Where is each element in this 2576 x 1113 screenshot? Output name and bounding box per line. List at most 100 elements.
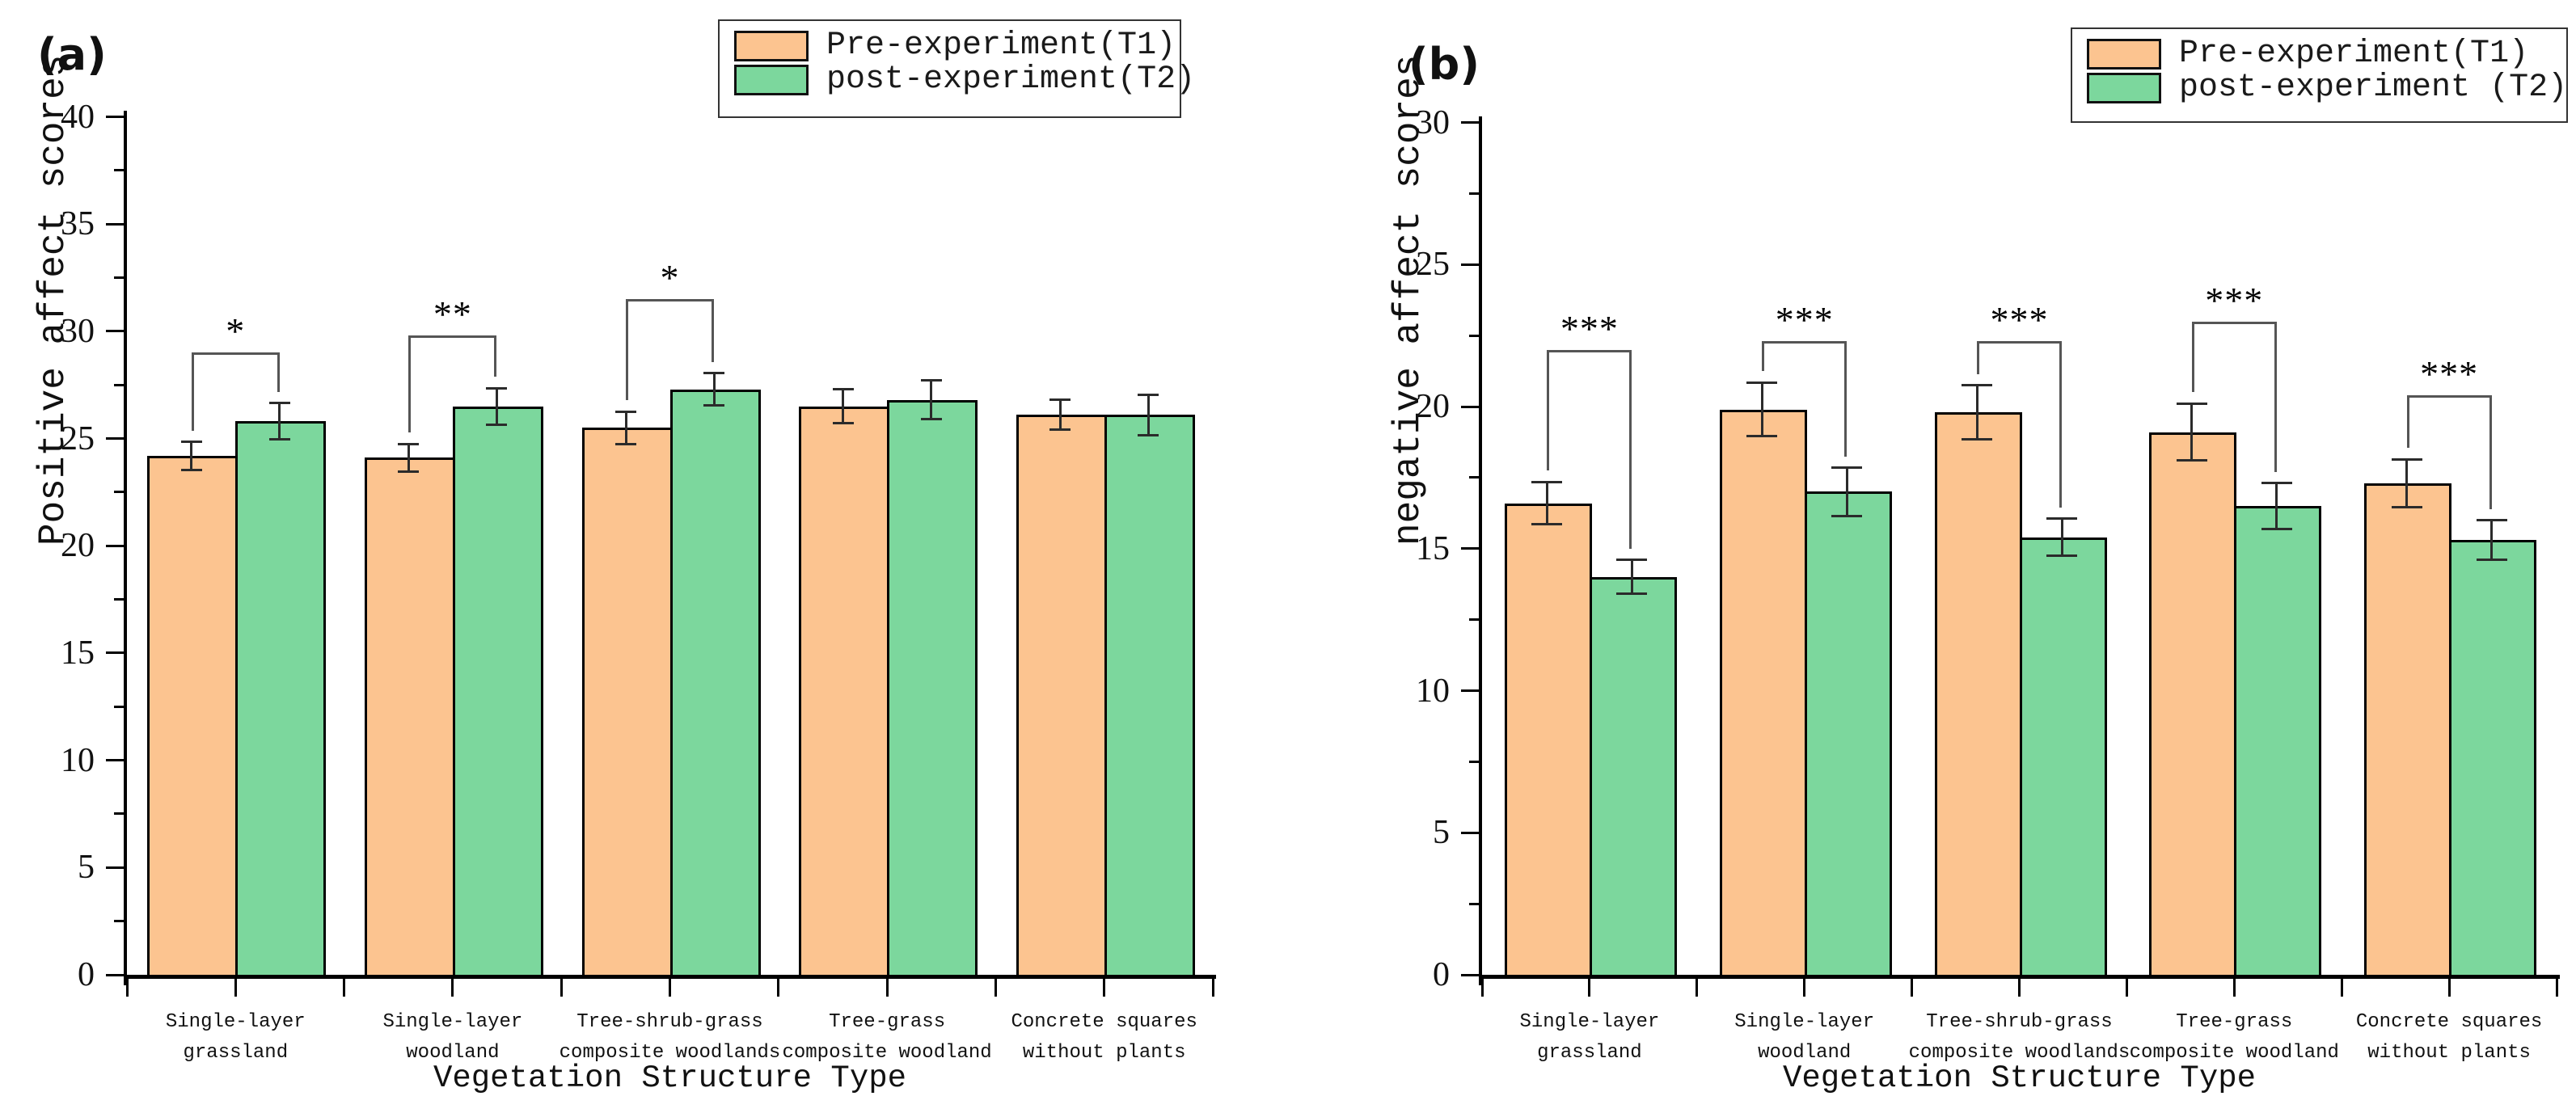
y-minor-tick — [114, 812, 124, 816]
x-axis-spine — [1479, 975, 2560, 979]
sig-bracket-top — [626, 299, 714, 302]
error-bar-line — [930, 380, 933, 419]
x-tick — [994, 979, 997, 997]
bar-pre-group2 — [1719, 409, 1807, 975]
error-bar-cap-top — [486, 386, 508, 390]
bar-post-group3 — [2019, 537, 2107, 975]
y-minor-tick — [114, 491, 124, 494]
sig-asterisks: ** — [433, 293, 472, 335]
panel-label-a: (a) — [37, 29, 107, 80]
error-bar-line — [1760, 382, 1763, 436]
sig-bracket-leg-right — [2274, 323, 2277, 472]
error-bar-cap-bottom — [1746, 435, 1778, 438]
sig-bracket-leg-left — [2406, 397, 2409, 449]
sig-bracket-top — [1977, 341, 2062, 344]
sig-bracket-top — [1547, 349, 1632, 352]
category-label: Concrete squares without plants — [1011, 1011, 1197, 1064]
y-tick-label: 5 — [78, 849, 95, 887]
bar-pre-group2 — [364, 457, 455, 975]
x-tick — [1480, 979, 1484, 997]
error-bar-line — [2405, 459, 2409, 508]
error-bar-cap-top — [1962, 384, 1992, 387]
x-tick — [451, 979, 454, 997]
y-minor-tick — [1469, 618, 1479, 622]
y-minor-tick — [114, 705, 124, 708]
category-label: Tree-grass composite woodland — [2129, 1011, 2339, 1064]
error-bar-cap-top — [2476, 519, 2507, 522]
sig-bracket-top — [2406, 394, 2492, 398]
sig-bracket-top — [408, 335, 497, 339]
error-bar-cap-top — [2176, 402, 2207, 405]
bar-pre-group3 — [581, 428, 673, 975]
category-label: Single-layer grassland — [165, 1011, 306, 1064]
sig-bracket-leg-right — [2489, 397, 2492, 509]
error-bar-cap-top — [2046, 517, 2077, 521]
error-bar-cap-bottom — [1138, 434, 1159, 437]
error-bar-line — [1058, 399, 1062, 430]
x-tick — [2125, 979, 2128, 997]
y-minor-tick — [114, 598, 124, 601]
y-tick — [1461, 547, 1479, 550]
sig-bracket-leg-right — [1844, 344, 1848, 457]
y-tick-label: 30 — [1416, 103, 1450, 141]
error-bar-cap-bottom — [398, 470, 420, 474]
x-tick — [669, 979, 671, 997]
bar-pre-group5 — [1016, 415, 1107, 975]
x-tick — [125, 979, 129, 997]
x-axis-title: Vegetation Structure Type — [433, 1060, 907, 1096]
y-minor-tick — [1469, 192, 1479, 195]
x-tick — [2232, 979, 2236, 997]
bar-pre-group1 — [147, 455, 239, 975]
bar-post-group1 — [1589, 576, 1677, 975]
error-bar-line — [2190, 403, 2194, 461]
y-minor-tick — [1469, 334, 1479, 337]
error-bar-cap-top — [1138, 393, 1159, 396]
error-bar-cap-bottom — [2046, 554, 2077, 558]
sig-bracket-leg-left — [408, 338, 412, 433]
x-tick — [234, 979, 237, 997]
y-tick — [106, 973, 124, 976]
error-bar-cap-bottom — [2391, 506, 2422, 509]
y-tick-label: 25 — [1416, 246, 1450, 284]
error-bar-cap-bottom — [703, 403, 724, 407]
legend-label-post: post-experiment(T2) — [826, 61, 1196, 98]
sig-bracket-top — [191, 352, 280, 356]
error-bar-cap-bottom — [1531, 523, 1563, 526]
error-bar-cap-bottom — [615, 442, 636, 445]
x-tick — [1103, 979, 1106, 997]
y-tick-label: 15 — [1416, 529, 1450, 567]
legend-swatch-pre — [734, 31, 809, 61]
y-tick-label: 20 — [61, 527, 95, 565]
error-bar-cap-bottom — [1049, 428, 1071, 432]
error-bar-line — [842, 389, 845, 424]
error-bar-cap-top — [1831, 466, 1863, 470]
bar-post-group5 — [2449, 540, 2537, 975]
error-bar-cap-top — [615, 410, 636, 413]
y-tick — [1461, 405, 1479, 408]
bar-pre-group3 — [1934, 412, 2022, 975]
legend-label-pre: Pre-experiment(T1) — [826, 27, 1176, 64]
legend-label-pre: Pre-experiment(T1) — [2179, 36, 2529, 72]
x-tick — [2340, 979, 2343, 997]
legend-swatch-pre — [2087, 39, 2161, 70]
error-bar-cap-bottom — [1962, 437, 1992, 441]
x-axis-title: Vegetation Structure Type — [1782, 1060, 2257, 1096]
x-tick — [1803, 979, 1806, 997]
x-tick — [560, 979, 563, 997]
error-bar-line — [407, 444, 410, 472]
y-tick-label: 30 — [61, 312, 95, 350]
error-bar-line — [1975, 385, 1978, 440]
error-bar-line — [190, 441, 193, 470]
sig-bracket-top — [1762, 341, 1848, 344]
category-label: Single-layer woodland — [1734, 1011, 1875, 1064]
sig-asterisks: * — [226, 310, 246, 352]
sig-asterisks: *** — [1775, 299, 1834, 341]
error-bar-line — [495, 388, 498, 425]
error-bar-line — [1545, 482, 1548, 525]
legend-swatch-post — [734, 65, 809, 95]
category-label: Single-layer grassland — [1519, 1011, 1660, 1064]
y-tick — [1461, 121, 1479, 124]
y-tick — [106, 759, 124, 762]
sig-bracket-leg-left — [2191, 323, 2194, 393]
error-bar-cap-top — [1616, 559, 1648, 562]
